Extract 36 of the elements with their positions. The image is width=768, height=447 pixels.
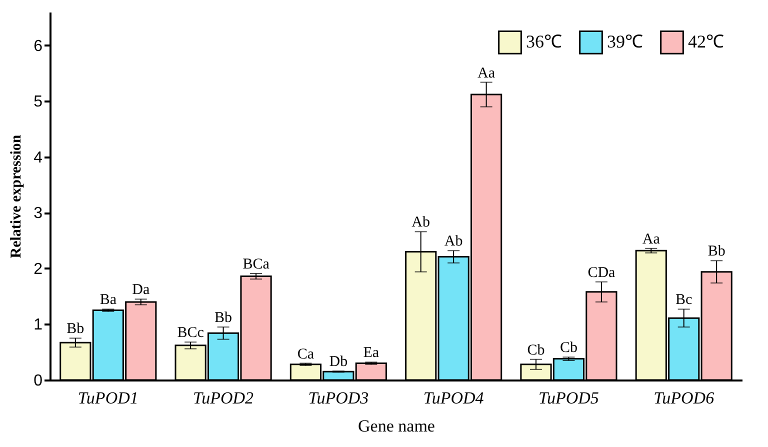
y-tick-label: 3 [34, 205, 43, 222]
annotation: Bb [66, 321, 84, 338]
annotation: Db [329, 354, 348, 370]
x-axis-title: Gene name [358, 416, 435, 436]
annotation: Ab [444, 234, 463, 250]
legend-label: 42℃ [688, 31, 724, 52]
annotation: CDa [588, 264, 616, 281]
x-tick-label: TuPOD2 [193, 388, 254, 408]
legend-label: 39℃ [607, 31, 643, 52]
y-tick-label: 0 [34, 372, 43, 390]
annotation: Ca [297, 346, 314, 362]
x-tick-label: TuPOD4 [423, 388, 484, 408]
annotation: Aa [478, 65, 496, 82]
annotation: Cb [527, 342, 545, 358]
x-tick-label: TuPOD3 [308, 388, 369, 408]
x-tick-label: TuPOD1 [78, 388, 138, 408]
annotation: Ba [100, 292, 117, 308]
annotation: Ea [363, 345, 380, 362]
y-tick-label: 2 [34, 260, 43, 278]
annotation: Bb [214, 310, 232, 326]
y-tick-label: 5 [34, 94, 43, 111]
annotation: Bb [708, 244, 726, 260]
y-axis-title: Relative expression [8, 134, 25, 258]
annotation: Aa [642, 231, 660, 248]
legend-label: 36℃ [526, 31, 562, 52]
y-tick-label: 1 [34, 316, 43, 334]
annotation: Cb [560, 340, 578, 356]
y-tick-label: 6 [34, 38, 43, 55]
annotation: Ab [412, 214, 430, 231]
annotation: Bc [676, 292, 693, 308]
annotation: Da [132, 282, 150, 298]
y-tick-label: 4 [34, 149, 43, 166]
x-tick-label: TuPOD5 [538, 388, 599, 408]
annotation: BCc [177, 325, 204, 342]
x-tick-label: TuPOD6 [654, 388, 715, 408]
annotation: BCa [242, 256, 270, 273]
